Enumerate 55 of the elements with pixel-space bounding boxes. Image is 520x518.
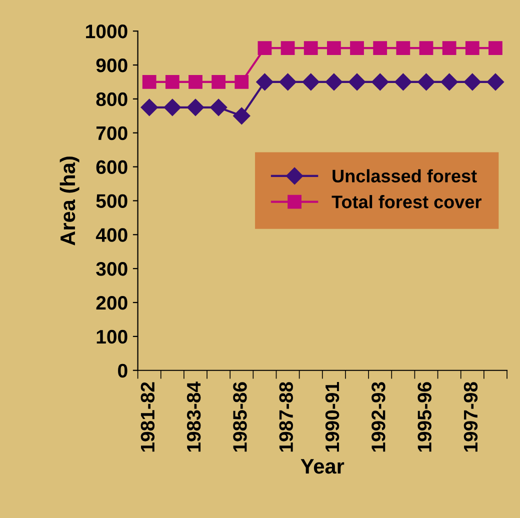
y-tick-label: 600: [96, 160, 128, 174]
y-tick-label: 800: [96, 92, 128, 106]
x-tick-label: 1995-96: [418, 382, 432, 452]
x-tick-label: 1981-82: [140, 382, 155, 452]
point: [419, 41, 434, 55]
point: [258, 41, 272, 55]
y-tick-label: 500: [96, 194, 128, 208]
point: [233, 107, 250, 124]
point: [234, 75, 249, 89]
point: [373, 41, 388, 55]
point: [372, 73, 389, 91]
y-tick-label: 300: [96, 262, 128, 276]
point: [186, 98, 204, 116]
point: [326, 41, 341, 55]
point: [486, 73, 504, 91]
point: [350, 41, 364, 55]
y-tick-label: 400: [96, 228, 128, 242]
point: [188, 75, 202, 89]
point: [164, 98, 181, 116]
legend-label: Unclassed forest: [332, 169, 477, 182]
point: [210, 98, 228, 116]
y-tick-label: 900: [96, 58, 128, 72]
point: [212, 75, 226, 89]
point: [488, 41, 502, 55]
y-tick-label: 200: [96, 296, 128, 310]
x-tick-label: 1987-88: [279, 382, 294, 452]
point: [348, 73, 366, 91]
y-tick-label: 0: [118, 364, 128, 378]
point: [325, 73, 342, 91]
point: [165, 75, 180, 89]
point: [396, 41, 410, 55]
point: [394, 73, 412, 91]
x-tick-label: 1992-93: [372, 382, 386, 452]
legend-label: Total forest cover: [332, 195, 482, 208]
point: [442, 41, 456, 55]
point: [280, 41, 295, 55]
point: [142, 75, 156, 89]
point: [140, 98, 158, 116]
point: [440, 73, 458, 91]
point: [418, 73, 435, 91]
x-tick-label: 1997-98: [464, 382, 478, 452]
point: [279, 73, 296, 91]
y-axis-title: Area (ha): [60, 156, 80, 246]
y-tick-label: 1000: [86, 24, 128, 38]
x-axis-title: Year: [300, 459, 344, 474]
x-tick-label: 1990-91: [325, 382, 340, 452]
y-tick-label: 700: [96, 126, 128, 140]
x-tick-label: 1985-86: [233, 382, 247, 452]
point: [256, 73, 274, 91]
point: [302, 73, 320, 91]
point: [464, 73, 481, 91]
point: [304, 41, 318, 55]
y-tick-label: 100: [96, 330, 128, 344]
x-tick-label: 1983-84: [186, 382, 201, 452]
point: [465, 41, 480, 55]
